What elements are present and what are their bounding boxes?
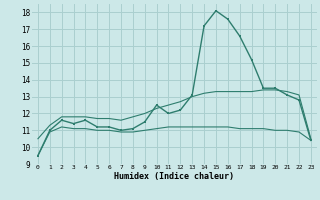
X-axis label: Humidex (Indice chaleur): Humidex (Indice chaleur) [115, 172, 234, 181]
